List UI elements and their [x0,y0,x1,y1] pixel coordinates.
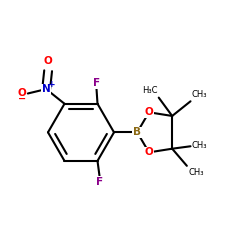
Text: B: B [133,127,141,137]
Text: F: F [93,78,100,88]
Text: CH₃: CH₃ [188,168,204,177]
Text: F: F [96,177,103,187]
Text: O: O [144,148,153,158]
Text: N: N [42,84,50,94]
Text: H₃C: H₃C [142,86,158,95]
Text: −: − [18,94,26,104]
Text: O: O [44,56,52,66]
Text: CH₃: CH₃ [192,90,207,99]
Text: +: + [48,80,55,89]
Text: O: O [18,88,26,99]
Text: O: O [144,107,153,117]
Text: CH₃: CH₃ [192,140,207,149]
